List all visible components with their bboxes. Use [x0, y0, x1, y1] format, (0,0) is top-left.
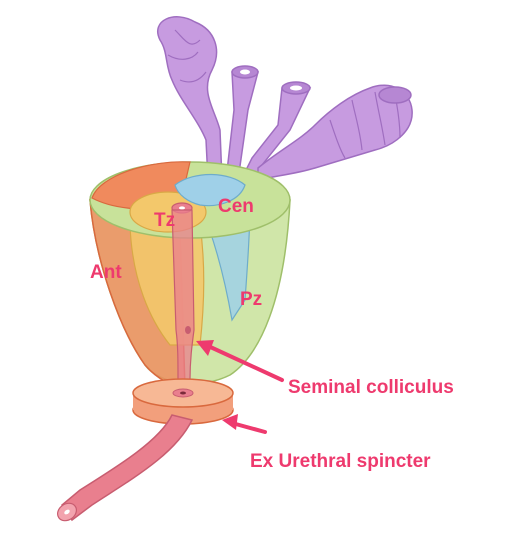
arrow-seminal-colliculus [196, 340, 284, 382]
label-cen: Cen [218, 196, 254, 217]
arrow-ex-sphincter [222, 414, 267, 434]
seminal-colliculus-mark [185, 326, 191, 334]
external-sphincter [132, 378, 234, 425]
label-pz: Pz [240, 289, 262, 310]
seminal-vesicle-left [157, 16, 223, 181]
label-ex-urethral-sphincter: Ex Urethral spincter [250, 451, 431, 472]
urethra-tube [57, 414, 194, 522]
seminal-vesicle-right [257, 84, 413, 181]
vas-deferens-left [225, 65, 259, 181]
label-tz: Tz [154, 210, 175, 231]
label-ant: Ant [90, 262, 122, 283]
label-seminal-colliculus: Seminal colliculus [288, 377, 454, 398]
